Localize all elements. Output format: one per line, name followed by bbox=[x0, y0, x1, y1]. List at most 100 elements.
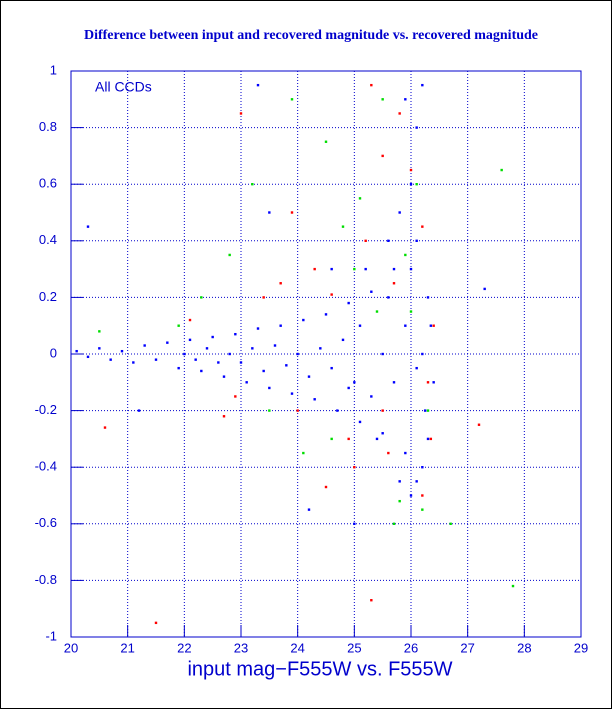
point bbox=[256, 327, 260, 330]
plot-frame bbox=[70, 70, 582, 638]
point bbox=[426, 296, 430, 299]
point bbox=[166, 341, 169, 344]
point bbox=[188, 318, 192, 322]
point bbox=[409, 168, 413, 172]
y-tick-label: 0.2 bbox=[39, 289, 57, 304]
point bbox=[429, 437, 433, 441]
point bbox=[262, 369, 265, 373]
point bbox=[268, 386, 271, 390]
point bbox=[370, 83, 373, 87]
x-tick-label: 22 bbox=[177, 640, 191, 655]
point bbox=[177, 366, 180, 370]
point bbox=[415, 239, 418, 242]
point bbox=[415, 126, 418, 129]
point bbox=[98, 330, 101, 333]
point bbox=[313, 398, 316, 401]
x-tick-label: 29 bbox=[574, 640, 588, 655]
point bbox=[75, 349, 78, 353]
point bbox=[398, 112, 401, 115]
x-tick-label: 20 bbox=[64, 640, 78, 655]
y-tick-label: 0.6 bbox=[39, 176, 57, 191]
point bbox=[222, 415, 226, 418]
point bbox=[341, 225, 345, 228]
point bbox=[86, 355, 90, 359]
x-axis-label: input mag−F555W vs. F555W bbox=[187, 658, 452, 680]
point bbox=[302, 451, 305, 455]
point bbox=[103, 426, 107, 429]
point bbox=[273, 344, 277, 347]
y-tick-label: -0.4 bbox=[35, 459, 57, 474]
point bbox=[392, 381, 396, 384]
point bbox=[375, 310, 379, 313]
point bbox=[222, 375, 226, 378]
point bbox=[234, 395, 237, 398]
point bbox=[423, 409, 427, 412]
point bbox=[415, 183, 418, 186]
point bbox=[511, 584, 515, 588]
point bbox=[239, 112, 243, 115]
point bbox=[381, 432, 384, 435]
point bbox=[234, 332, 237, 336]
point bbox=[353, 466, 356, 469]
point bbox=[392, 522, 396, 525]
point bbox=[302, 318, 305, 322]
point bbox=[409, 494, 413, 497]
point bbox=[370, 290, 373, 293]
point bbox=[296, 409, 299, 412]
point bbox=[285, 364, 288, 367]
y-tick-label: -0.6 bbox=[35, 515, 57, 530]
y-tick-label: -0.8 bbox=[35, 572, 57, 587]
point bbox=[381, 98, 384, 101]
x-tick-label: 27 bbox=[460, 640, 474, 655]
point bbox=[330, 437, 333, 441]
point bbox=[375, 437, 379, 441]
point bbox=[307, 508, 311, 511]
point bbox=[290, 211, 294, 214]
point bbox=[421, 508, 424, 511]
point bbox=[358, 197, 362, 200]
point bbox=[353, 267, 356, 271]
point bbox=[409, 267, 413, 271]
point bbox=[421, 83, 424, 87]
point bbox=[256, 83, 260, 87]
point bbox=[200, 369, 203, 373]
point bbox=[239, 361, 243, 364]
point bbox=[290, 98, 294, 101]
y-tick-label: 0.4 bbox=[39, 232, 57, 247]
x-tick-label: 25 bbox=[347, 640, 361, 655]
point bbox=[426, 437, 430, 441]
point bbox=[353, 522, 356, 525]
point bbox=[347, 301, 350, 305]
point bbox=[228, 352, 231, 356]
point bbox=[268, 409, 271, 412]
point bbox=[358, 420, 362, 424]
point bbox=[421, 352, 424, 356]
point bbox=[268, 211, 271, 214]
point bbox=[358, 324, 362, 327]
x-tick-label: 24 bbox=[290, 640, 304, 655]
annotation: All CCDs bbox=[95, 79, 152, 95]
point bbox=[421, 466, 424, 469]
x-tick-label: 28 bbox=[517, 640, 531, 655]
point bbox=[245, 381, 248, 384]
point bbox=[415, 480, 418, 483]
point bbox=[296, 352, 299, 356]
point bbox=[290, 392, 294, 395]
point bbox=[200, 296, 203, 299]
point bbox=[432, 381, 435, 384]
point bbox=[364, 239, 367, 242]
point bbox=[483, 287, 486, 291]
point bbox=[387, 239, 390, 242]
point bbox=[330, 293, 333, 296]
y-tick-label: 1 bbox=[50, 62, 57, 77]
point bbox=[364, 267, 367, 271]
point bbox=[132, 361, 135, 364]
point bbox=[392, 282, 396, 285]
point bbox=[319, 347, 322, 350]
point bbox=[426, 381, 430, 384]
point bbox=[353, 381, 356, 384]
x-tick-label: 21 bbox=[120, 640, 134, 655]
point bbox=[211, 335, 214, 339]
point bbox=[143, 344, 146, 347]
